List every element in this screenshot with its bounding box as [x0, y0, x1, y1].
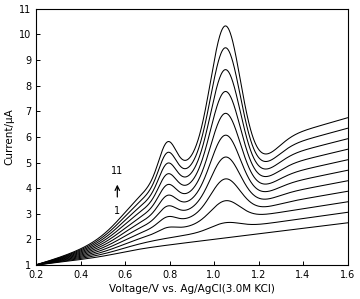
Text: 1: 1	[114, 206, 120, 216]
X-axis label: Voltage/V vs. Ag/AgCl(3.0M KCl): Voltage/V vs. Ag/AgCl(3.0M KCl)	[109, 284, 275, 294]
Y-axis label: Current/µA: Current/µA	[5, 109, 15, 165]
Text: 11: 11	[111, 166, 123, 176]
